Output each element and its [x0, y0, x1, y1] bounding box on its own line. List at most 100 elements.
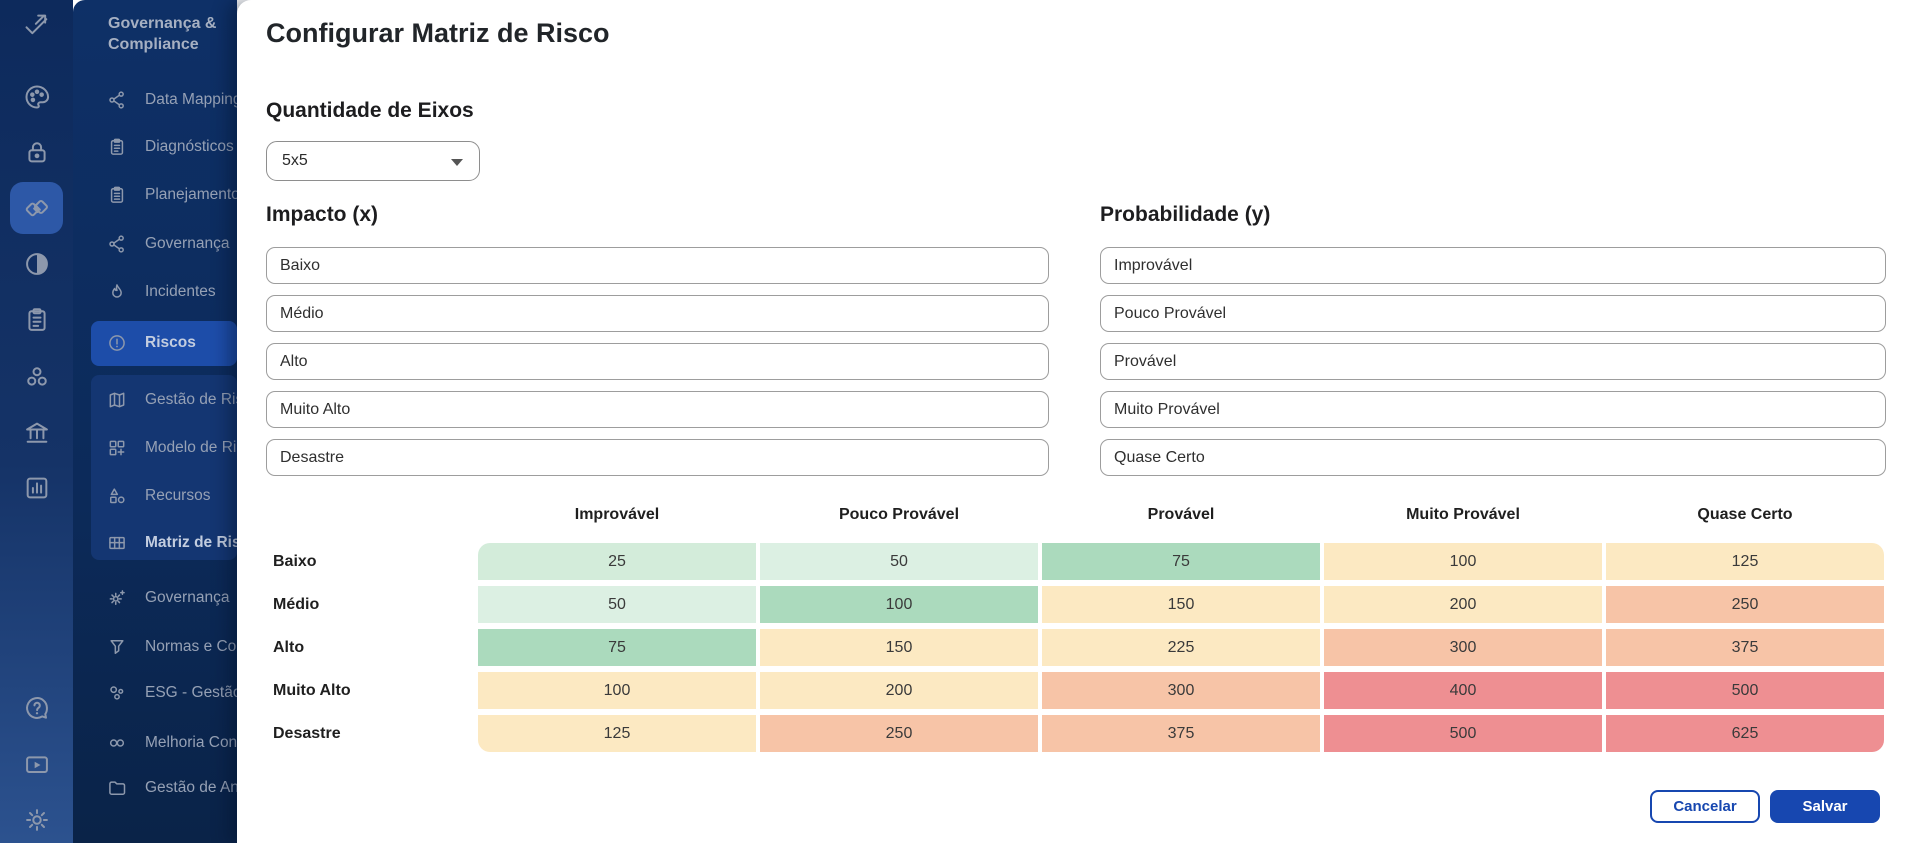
matrix-cell: 250: [760, 715, 1038, 752]
axes-select[interactable]: 5x5: [266, 141, 480, 181]
clipboard-icon: [107, 137, 127, 157]
sidebar-item-incidentes[interactable]: Incidentes: [73, 270, 237, 314]
nav-drawer: Governança & Compliance Data Mapping Dia…: [73, 0, 245, 843]
matrix-cell: 200: [760, 672, 1038, 709]
matrix-cell: 250: [1606, 586, 1884, 623]
folder-icon: [107, 778, 127, 798]
funnel-icon: [107, 637, 127, 657]
matrix-cell: 150: [760, 629, 1038, 666]
sidebar-item-label: Recursos: [145, 487, 211, 504]
palette-icon[interactable]: [23, 83, 51, 111]
sidebar-item-label: Data Mapping: [145, 91, 242, 108]
sidebar-item-label: ESG - Gestão: [145, 684, 242, 701]
sidebar-item-gestao-de-an[interactable]: Gestão de An: [73, 766, 239, 810]
matrix-cell: 500: [1606, 672, 1884, 709]
share-icon: [107, 234, 127, 254]
sidebar-item-label: Diagnósticos: [145, 138, 234, 155]
impact-heading: Impacto (x): [266, 203, 379, 226]
sidebar-item-normas-e-controles[interactable]: Normas e Con: [73, 625, 245, 669]
logo-trend-check-icon: [23, 11, 51, 39]
trefoil-icon[interactable]: [23, 363, 51, 391]
sidebar-item-label: Governança: [145, 235, 230, 252]
save-button[interactable]: Salvar: [1770, 790, 1880, 823]
sidebar-item-planejamento[interactable]: Planejamento: [73, 173, 240, 217]
table-grid-icon: [107, 533, 127, 553]
matrix-cell: 50: [760, 543, 1038, 580]
matrix-cell: 125: [478, 715, 756, 752]
impact-input-5[interactable]: [266, 439, 1049, 476]
matrix-cell: 500: [1324, 715, 1602, 752]
sidebar-item-label: Melhoria Con: [145, 734, 238, 751]
page-title: Configurar Matriz de Risco: [266, 18, 610, 48]
map-icon: [107, 390, 127, 410]
matrix-cell: 50: [478, 586, 756, 623]
probability-input-5[interactable]: [1100, 439, 1886, 476]
axes-select-value: 5x5: [282, 152, 308, 169]
matrix-cell: 150: [1042, 586, 1320, 623]
sidebar-item-riscos[interactable]: Riscos: [73, 321, 237, 365]
main-panel: Configurar Matriz de Risco Quantidade de…: [237, 0, 1906, 843]
video-icon[interactable]: [23, 751, 51, 779]
help-icon[interactable]: [23, 694, 51, 722]
sidebar-item-recursos[interactable]: Recursos: [73, 474, 237, 518]
sidebar-item-esg-gestao[interactable]: ESG - Gestão: [73, 671, 241, 715]
impact-input-2[interactable]: [266, 295, 1049, 332]
matrix-cell: 75: [478, 629, 756, 666]
matrix-cell: 100: [760, 586, 1038, 623]
icon-rail: [0, 0, 73, 843]
sidebar-item-governanca-ia[interactable]: Governança: [73, 576, 237, 620]
settings-gear-icon[interactable]: [23, 806, 51, 834]
probability-input-1[interactable]: [1100, 247, 1886, 284]
sidebar-item-label: Gestão de An: [145, 779, 239, 796]
matrix-row-header: Alto: [273, 639, 305, 656]
probability-input-2[interactable]: [1100, 295, 1886, 332]
risk-matrix-grid: 25 50 75 100 125 50 100 150 200 250 75 1…: [478, 543, 1884, 752]
matrix-row-header: Médio: [273, 596, 320, 613]
bank-icon[interactable]: [23, 419, 51, 447]
matrix-column-header: Muito Provável: [1406, 506, 1520, 523]
sidebar-item-matriz-de-riscos[interactable]: Matriz de Ris: [73, 521, 241, 565]
sidebar-item-diagnosticos[interactable]: Diagnósticos: [73, 125, 237, 169]
impact-input-3[interactable]: [266, 343, 1049, 380]
matrix-cell: 225: [1042, 629, 1320, 666]
sidebar-item-data-mapping[interactable]: Data Mapping: [73, 78, 242, 122]
matrix-row-header: Baixo: [273, 553, 317, 570]
matrix-cell: 125: [1606, 543, 1884, 580]
sidebar-item-label: Matriz de Ris: [145, 534, 241, 551]
probability-input-3[interactable]: [1100, 343, 1886, 380]
impact-input-4[interactable]: [266, 391, 1049, 428]
sidebar-item-governanca[interactable]: Governança: [73, 222, 237, 266]
sidebar-item-modelo-de-risco[interactable]: Modelo de Ri: [73, 426, 237, 470]
lock-icon[interactable]: [23, 138, 51, 166]
matrix-cell: 400: [1324, 672, 1602, 709]
probability-input-4[interactable]: [1100, 391, 1886, 428]
infinity-icon: [107, 733, 127, 753]
handshake-icon[interactable]: [23, 194, 51, 222]
impact-input-1[interactable]: [266, 247, 1049, 284]
sidebar-item-label: Riscos: [145, 334, 196, 351]
shapes-icon: [107, 486, 127, 506]
share-icon: [107, 90, 127, 110]
cancel-button[interactable]: Cancelar: [1650, 790, 1760, 823]
matrix-cell: 75: [1042, 543, 1320, 580]
matrix-cell: 100: [478, 672, 756, 709]
alert-circle-icon: [107, 333, 127, 353]
probability-heading: Probabilidade (y): [1100, 203, 1271, 226]
matrix-cell: 625: [1606, 715, 1884, 752]
bar-chart-box-icon[interactable]: [23, 474, 51, 502]
active-item-highlight: [91, 321, 237, 366]
matrix-row-header: Muito Alto: [273, 682, 351, 699]
matrix-cell: 25: [478, 543, 756, 580]
contrast-pie-icon[interactable]: [23, 250, 51, 278]
matrix-column-header: Provável: [1147, 506, 1215, 523]
matrix-cell: 300: [1324, 629, 1602, 666]
sidebar-item-gestao-de-riscos[interactable]: Gestão de Ris: [73, 378, 243, 422]
sidebar-item-label: Incidentes: [145, 283, 216, 300]
sidebar-item-label: Modelo de Ri: [145, 439, 237, 456]
matrix-cell: 300: [1042, 672, 1320, 709]
clipboard-icon[interactable]: [23, 306, 51, 334]
bubbles-icon: [107, 683, 127, 703]
sidebar-item-label: Governança: [145, 589, 230, 606]
sidebar-item-melhoria-continua[interactable]: Melhoria Con: [73, 721, 237, 765]
